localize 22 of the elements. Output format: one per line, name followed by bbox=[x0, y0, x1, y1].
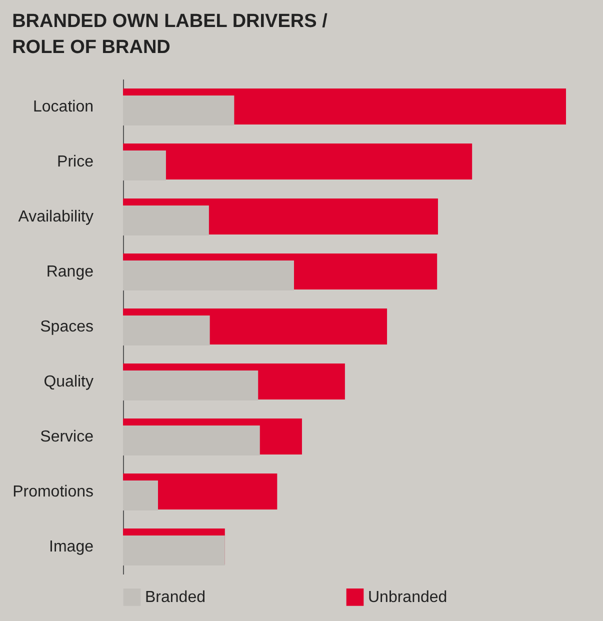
bar bbox=[123, 206, 209, 236]
y-tick-label: Quality bbox=[44, 374, 94, 390]
bar bbox=[123, 150, 166, 180]
bar bbox=[123, 370, 258, 400]
bar bbox=[123, 260, 294, 290]
bar bbox=[123, 96, 234, 126]
y-tick-label: Price bbox=[57, 154, 94, 170]
bar bbox=[123, 316, 210, 346]
chart-title: BRANDED OWN LABEL DRIVERS / ROLE OF BRAND bbox=[12, 11, 328, 58]
legend-label: Unbranded bbox=[368, 589, 448, 606]
y-tick-label: Image bbox=[49, 538, 94, 556]
y-tick-label: Location bbox=[33, 98, 94, 116]
bar bbox=[123, 480, 158, 510]
bar bbox=[123, 144, 472, 180]
y-tick-label: Availability bbox=[18, 208, 94, 226]
y-tick-label: Promotions bbox=[12, 484, 94, 500]
bar bbox=[123, 426, 260, 456]
bar bbox=[123, 536, 225, 566]
y-tick-label: Range bbox=[46, 264, 94, 280]
y-tick-label: Service bbox=[40, 428, 94, 446]
y-tick-label: Spaces bbox=[40, 318, 94, 336]
legend-label: Branded bbox=[145, 589, 206, 606]
